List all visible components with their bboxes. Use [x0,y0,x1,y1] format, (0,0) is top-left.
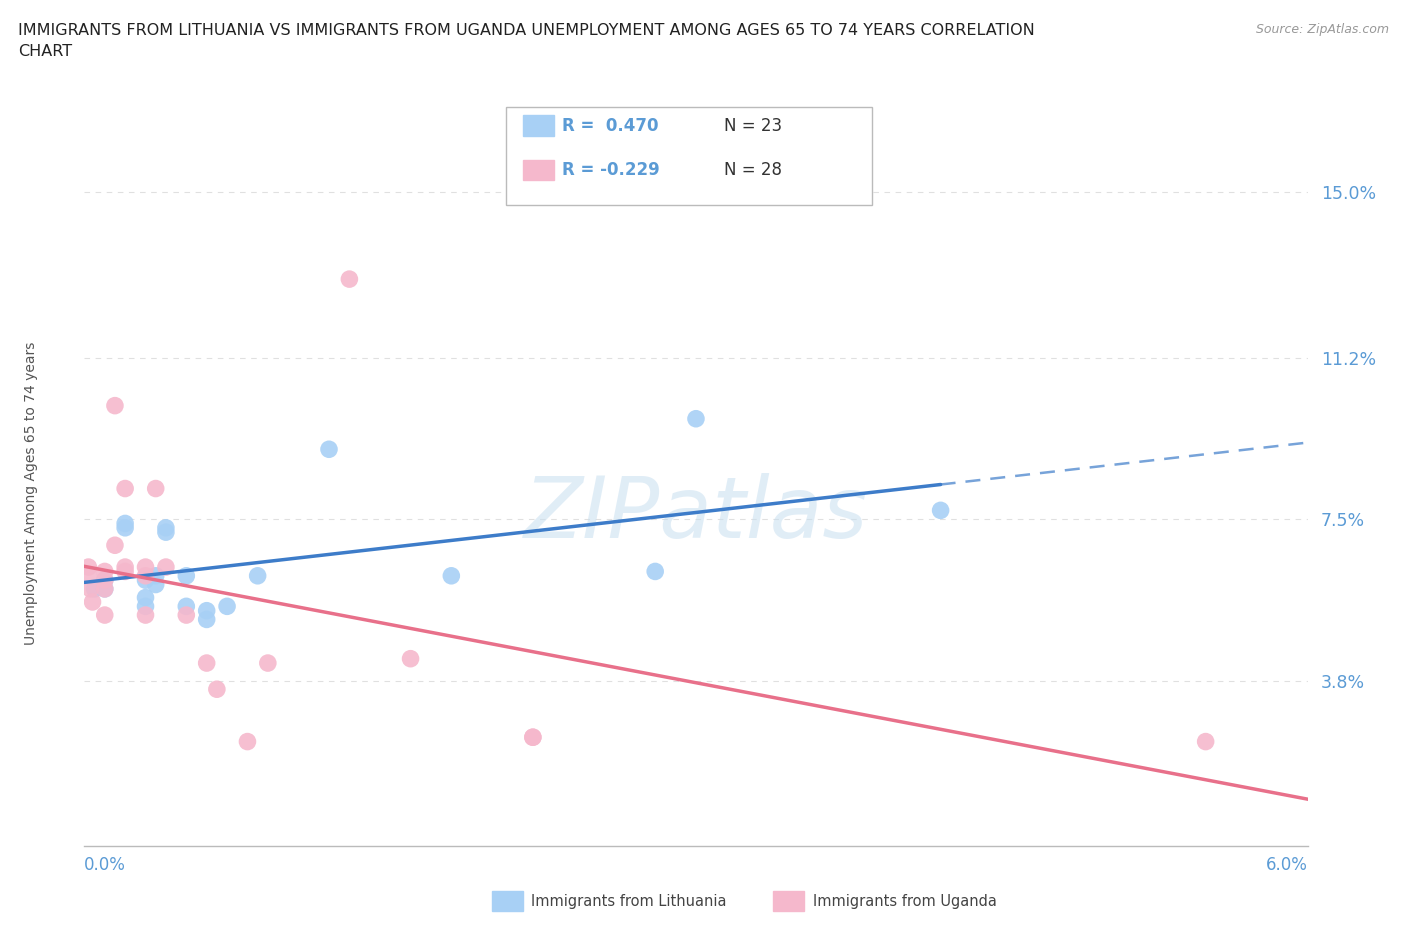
Point [246,568,269,583]
Point [1195,734,1218,749]
Point [114,481,136,496]
Point [685,411,707,426]
Text: IMMIGRANTS FROM LITHUANIA VS IMMIGRANTS FROM UGANDA UNEMPLOYMENT AMONG AGES 65 T: IMMIGRANTS FROM LITHUANIA VS IMMIGRANTS … [18,23,1035,60]
Point [174,568,197,583]
Point [135,573,157,588]
Point [929,503,952,518]
Text: ZIPatlas: ZIPatlas [524,472,868,555]
Point [339,272,361,286]
Point [93,607,115,622]
Point [114,521,136,536]
Text: Source: ZipAtlas.com: Source: ZipAtlas.com [1256,23,1389,36]
Point [236,734,259,749]
Point [440,568,463,583]
Point [195,604,218,618]
Point [145,568,167,583]
Point [77,568,100,583]
Point [79,581,101,596]
Point [155,525,177,539]
Text: Immigrants from Uganda: Immigrants from Uganda [813,894,997,909]
Point [145,578,167,592]
Point [174,607,197,622]
Point [93,564,115,578]
Text: 0.0%: 0.0% [84,856,127,873]
Text: N = 28: N = 28 [724,161,782,179]
Point [522,730,544,745]
Point [155,521,177,536]
Point [82,594,104,609]
Text: 6.0%: 6.0% [1265,856,1308,873]
Text: N = 23: N = 23 [724,116,782,135]
Point [205,682,228,697]
Point [114,516,136,531]
Point [93,573,115,588]
Point [135,568,157,583]
Point [83,581,105,596]
Point [93,581,115,596]
Text: Immigrants from Lithuania: Immigrants from Lithuania [531,894,727,909]
Point [104,398,127,413]
Point [114,560,136,575]
Text: Unemployment Among Ages 65 to 74 years: Unemployment Among Ages 65 to 74 years [24,341,38,644]
Point [93,573,115,588]
Point [257,656,280,671]
Point [195,656,218,671]
Point [155,560,177,575]
Point [522,730,544,745]
Point [174,599,197,614]
Point [114,564,136,578]
Point [93,581,115,596]
Point [104,538,127,552]
Point [135,599,157,614]
Text: R = -0.229: R = -0.229 [562,161,661,179]
Text: R =  0.470: R = 0.470 [562,116,659,135]
Point [318,442,340,457]
Point [145,481,167,496]
Point [195,612,218,627]
Point [399,651,422,666]
Point [135,591,157,605]
Point [217,599,239,614]
Point [644,564,666,578]
Point [135,607,157,622]
Point [77,560,100,575]
Point [135,560,157,575]
